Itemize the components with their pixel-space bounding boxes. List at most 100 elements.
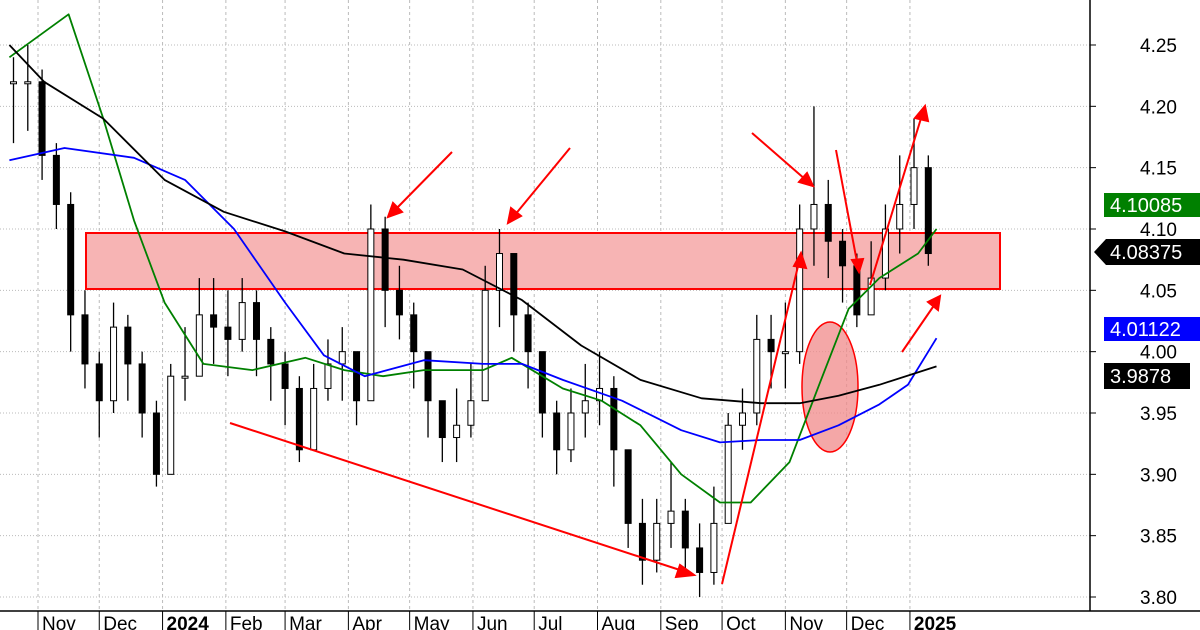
candle-body: [224, 326, 232, 340]
candle-body: [24, 81, 32, 85]
candle-body: [710, 522, 718, 573]
ma-long-value: 3.9878: [1110, 366, 1171, 388]
candle-body: [52, 154, 60, 205]
ma-short-value: 4.10085: [1110, 195, 1182, 217]
candle-body: [781, 351, 789, 355]
candle-body: [110, 326, 118, 402]
candle-body: [295, 387, 303, 451]
candle-body: [610, 387, 618, 451]
candle-body: [410, 314, 418, 353]
candle-body: [138, 363, 146, 414]
candle-body: [167, 375, 175, 475]
candle-body: [510, 253, 518, 316]
y-tick-label: 4.10: [1140, 220, 1177, 241]
candle-body: [195, 314, 203, 377]
x-tick-label: 2025: [914, 614, 957, 630]
candle-body: [310, 387, 318, 451]
candle-body: [538, 351, 546, 414]
candle-body: [824, 203, 832, 242]
candle-body: [438, 400, 446, 439]
ma-short-value-label: 4.10085: [1104, 193, 1200, 217]
candle-body: [367, 228, 375, 402]
arrow-jun-peak: [513, 147, 571, 217]
last-price-value: 4.08375: [1110, 242, 1182, 264]
candle-body: [796, 228, 804, 353]
candle-body: [810, 203, 818, 230]
x-tick-label: Mar: [289, 614, 322, 630]
candle-body: [624, 449, 632, 524]
candle-body: [381, 228, 389, 291]
price-bars: [9, 44, 932, 597]
candle-body: [9, 81, 17, 85]
trend-arrow: [229, 422, 687, 573]
ma-mid-line: [9, 147, 938, 444]
candle-body: [210, 314, 218, 328]
x-tick-label: Oct: [726, 614, 756, 630]
candle-body: [581, 400, 589, 414]
arrowhead: [850, 257, 865, 275]
ma-long-value-label: 3.9878: [1104, 363, 1190, 389]
candle-body: [95, 363, 103, 402]
candle-body: [67, 203, 75, 316]
arrowhead: [792, 250, 808, 270]
x-tick-label: Nov: [42, 614, 76, 630]
candle-body: [481, 289, 489, 402]
y-tick-label: 3.85: [1140, 527, 1177, 548]
candle-body: [839, 240, 847, 267]
y-axis: 3.80 3.85 3.90 3.95 4.00 4.05 4.10 4.15 4.20 4.25: [1090, 36, 1177, 609]
candle-body: [753, 338, 761, 414]
x-tick-label: Jul: [538, 614, 562, 630]
candle-body: [181, 375, 189, 379]
arrowhead: [674, 563, 697, 579]
x-axis: Nov Dec 2024 Feb Mar Apr May Jun Jul Aug Sep Oct Nov…: [37, 611, 957, 630]
x-tick-label: Dec: [851, 614, 885, 630]
candle-body: [553, 412, 561, 451]
candle-body: [152, 412, 160, 475]
candle-body: [281, 363, 289, 389]
grid-lines: [0, 0, 1090, 611]
candle-body: [924, 167, 932, 255]
crossover-highlight: [801, 321, 859, 453]
candle-body: [910, 167, 918, 205]
y-tick-label: 4.15: [1140, 159, 1177, 180]
candle-body: [738, 412, 746, 426]
last-price-label: 4.08375: [1094, 239, 1200, 265]
x-tick-label: Nov: [789, 614, 823, 630]
candle-body: [495, 253, 503, 291]
arrow-up-right: [901, 303, 936, 353]
candle-body: [81, 314, 89, 365]
x-tick-label: 2024: [167, 614, 210, 630]
candle-body: [395, 289, 403, 316]
y-tick-label: 4.25: [1140, 36, 1177, 57]
arrowhead: [386, 201, 404, 219]
arrowhead: [506, 206, 523, 225]
arrowhead: [913, 103, 930, 123]
x-tick-label: Jun: [477, 614, 508, 630]
candle-body: [896, 203, 904, 230]
candle-body: [767, 338, 775, 353]
candle-body: [353, 351, 361, 402]
candle-body: [424, 351, 432, 402]
ma-mid-value: 4.01122: [1110, 319, 1181, 341]
y-tick-label: 4.05: [1140, 281, 1177, 302]
ma-long-line: [8, 44, 937, 405]
candle-body: [324, 363, 332, 389]
candle-body: [252, 302, 260, 340]
candle-body: [524, 314, 532, 353]
rebound-line: [869, 114, 923, 286]
y-tick-label: 3.80: [1140, 588, 1177, 609]
arrow-apr-peak: [393, 151, 453, 212]
candle-body: [38, 81, 46, 156]
x-tick-label: Dec: [103, 614, 137, 630]
x-tick-label: Aug: [602, 614, 636, 630]
x-tick-label: May: [414, 614, 450, 630]
y-tick-label: 3.90: [1140, 465, 1177, 486]
y-tick-label: 3.95: [1140, 404, 1177, 425]
candle-body: [467, 400, 475, 426]
rally-line: [721, 261, 800, 585]
candle-body: [338, 351, 346, 365]
ma-mid-value-label: 4.01122: [1104, 317, 1200, 341]
candle-body: [696, 547, 704, 573]
candle-body: [667, 510, 675, 524]
candle-body: [638, 522, 646, 561]
